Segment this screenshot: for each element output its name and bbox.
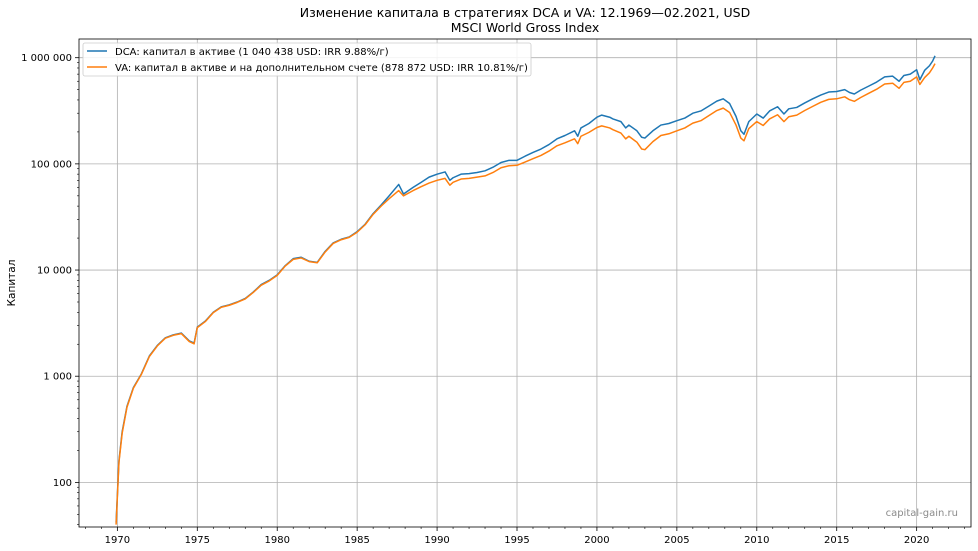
y-tick-label: 1 000 000 [21,53,72,64]
y-tick-label: 1 000 [43,372,72,383]
plot-frame [78,38,972,528]
y-tick-label: 100 000 [31,159,72,170]
series-line-va [115,63,936,525]
x-tick-label: 2015 [824,535,849,546]
legend: DCA: капитал в активе (1 040 438 USD: IR… [82,42,532,77]
axis-ticks: 1970 1975 1980 1985 1990 1995 2000 2005 2010 2015… [21,53,965,546]
x-tick-label: 1970 [105,535,130,546]
x-tick-label: 1980 [264,535,289,546]
x-tick-label: 1995 [504,535,529,546]
chart-title: Изменение капитала в стратегиях DCA и VA… [300,5,750,20]
y-tick-label: 10 000 [37,266,72,277]
x-tick-label: 2020 [904,535,929,546]
x-tick-label: 1985 [344,535,369,546]
legend-box [82,42,532,77]
plot-area [79,39,971,527]
legend-label-va: VA: капитал в активе и на дополнительном… [115,63,528,74]
x-tick-label: 2000 [584,535,609,546]
watermark: capital-gain.ru [886,508,958,519]
x-tick-label: 2005 [664,535,689,546]
x-tick-label: 1990 [424,535,449,546]
chart-subtitle: MSCI World Gross Index [451,20,600,35]
series-lines [115,55,936,525]
x-tick-label: 1975 [185,535,210,546]
x-tick-label: 2010 [744,535,769,546]
y-tick-label: 100 [53,478,72,489]
legend-label-dca: DCA: капитал в активе (1 040 438 USD: IR… [115,47,389,58]
y-axis-label: Капитал [6,260,18,307]
